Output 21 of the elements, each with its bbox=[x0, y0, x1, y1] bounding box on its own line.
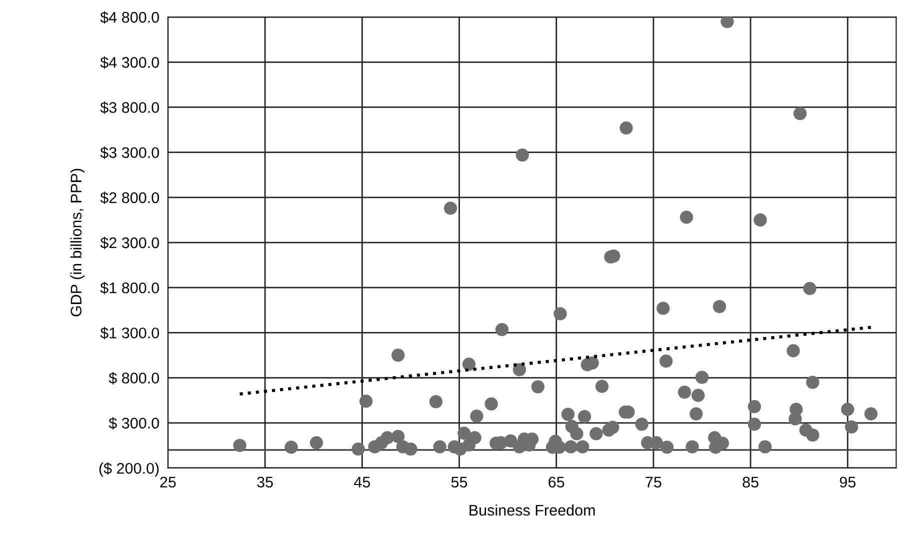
x-tick-label: 85 bbox=[742, 476, 758, 488]
y-tick-label: $ 300.0 bbox=[108, 417, 159, 430]
y-tick-label: $1 800.0 bbox=[100, 282, 159, 294]
x-tick-label: 45 bbox=[354, 476, 370, 488]
y-axis-title: GDP (in billions, PPP) bbox=[70, 168, 85, 316]
y-tick-label: $ 800.0 bbox=[108, 372, 159, 384]
x-tick-label: 55 bbox=[451, 476, 468, 488]
y-tick-label: $4 800.0 bbox=[100, 11, 159, 24]
y-tick-label: $2 800.0 bbox=[100, 192, 159, 204]
y-tick-label: ($ 200.0) bbox=[99, 462, 159, 477]
y-tick-label: $3 300.0 bbox=[100, 146, 159, 159]
y-tick-label: $4 300.0 bbox=[100, 56, 159, 69]
x-tick-label: 95 bbox=[840, 476, 856, 488]
x-tick-label: 65 bbox=[548, 476, 564, 488]
x-tick-label: 75 bbox=[646, 476, 662, 488]
y-tick-label: $3 800.0 bbox=[100, 101, 159, 114]
y-tick-label: $1 300.0 bbox=[100, 326, 159, 340]
x-tick-label: 25 bbox=[160, 476, 176, 488]
x-axis-title: Business Freedom bbox=[470, 504, 595, 516]
x-tick-label: 35 bbox=[257, 476, 273, 488]
y-tick-label: $2 300.0 bbox=[100, 236, 159, 250]
